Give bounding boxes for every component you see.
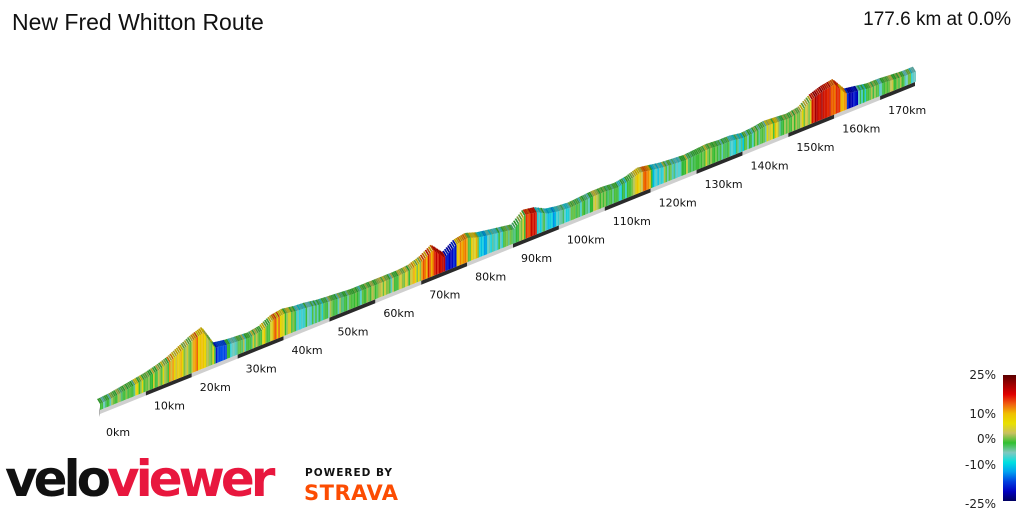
km-label: 110km xyxy=(613,215,651,228)
legend-tick-10: 10% xyxy=(969,407,996,421)
route-summary: 177.6 km at 0.0% xyxy=(863,9,1011,30)
km-label: 30km xyxy=(246,363,277,376)
legend-tick-minus10: -10% xyxy=(964,458,996,472)
km-label: 20km xyxy=(200,381,231,394)
legend-tick-25: 25% xyxy=(969,368,996,382)
km-tick-labels: 0km 10km 20km 30km 40km 50km 60km 70km 80km 90km 1… xyxy=(106,104,926,439)
km-label: 160km xyxy=(842,123,880,136)
veloviewer-logo[interactable]: veloviewer xyxy=(5,450,275,508)
strava-logo[interactable]: STRAVA xyxy=(304,481,399,505)
gradient-bars xyxy=(97,66,916,410)
logo-velo: velo xyxy=(5,450,111,508)
km-label: 130km xyxy=(705,178,743,191)
route-title: New Fred Whitton Route xyxy=(12,9,264,35)
legend-tick-minus25: -25% xyxy=(964,497,996,511)
gradient-legend: 25% 10% 0% -10% -25% xyxy=(950,368,1024,512)
km-label: 10km xyxy=(154,400,185,413)
km-label: 90km xyxy=(521,252,552,265)
km-label: 50km xyxy=(337,326,368,339)
km-label: 120km xyxy=(659,196,697,209)
logo-viewer: viewer xyxy=(107,450,275,508)
distance-base-strip xyxy=(99,82,915,417)
km-label: 140km xyxy=(750,159,788,172)
km-label: 100km xyxy=(567,233,605,246)
km-label: 60km xyxy=(383,307,414,320)
km-label: 170km xyxy=(888,104,926,117)
km-label: 0km xyxy=(106,426,130,439)
legend-tick-0: 0% xyxy=(976,432,996,446)
km-label: 150km xyxy=(796,141,834,154)
km-label: 80km xyxy=(475,270,506,283)
km-label: 40km xyxy=(292,344,323,357)
km-label: 70km xyxy=(429,289,460,302)
powered-by-label: POWERED BY xyxy=(305,467,394,479)
gradient-color-scale xyxy=(1003,375,1016,501)
